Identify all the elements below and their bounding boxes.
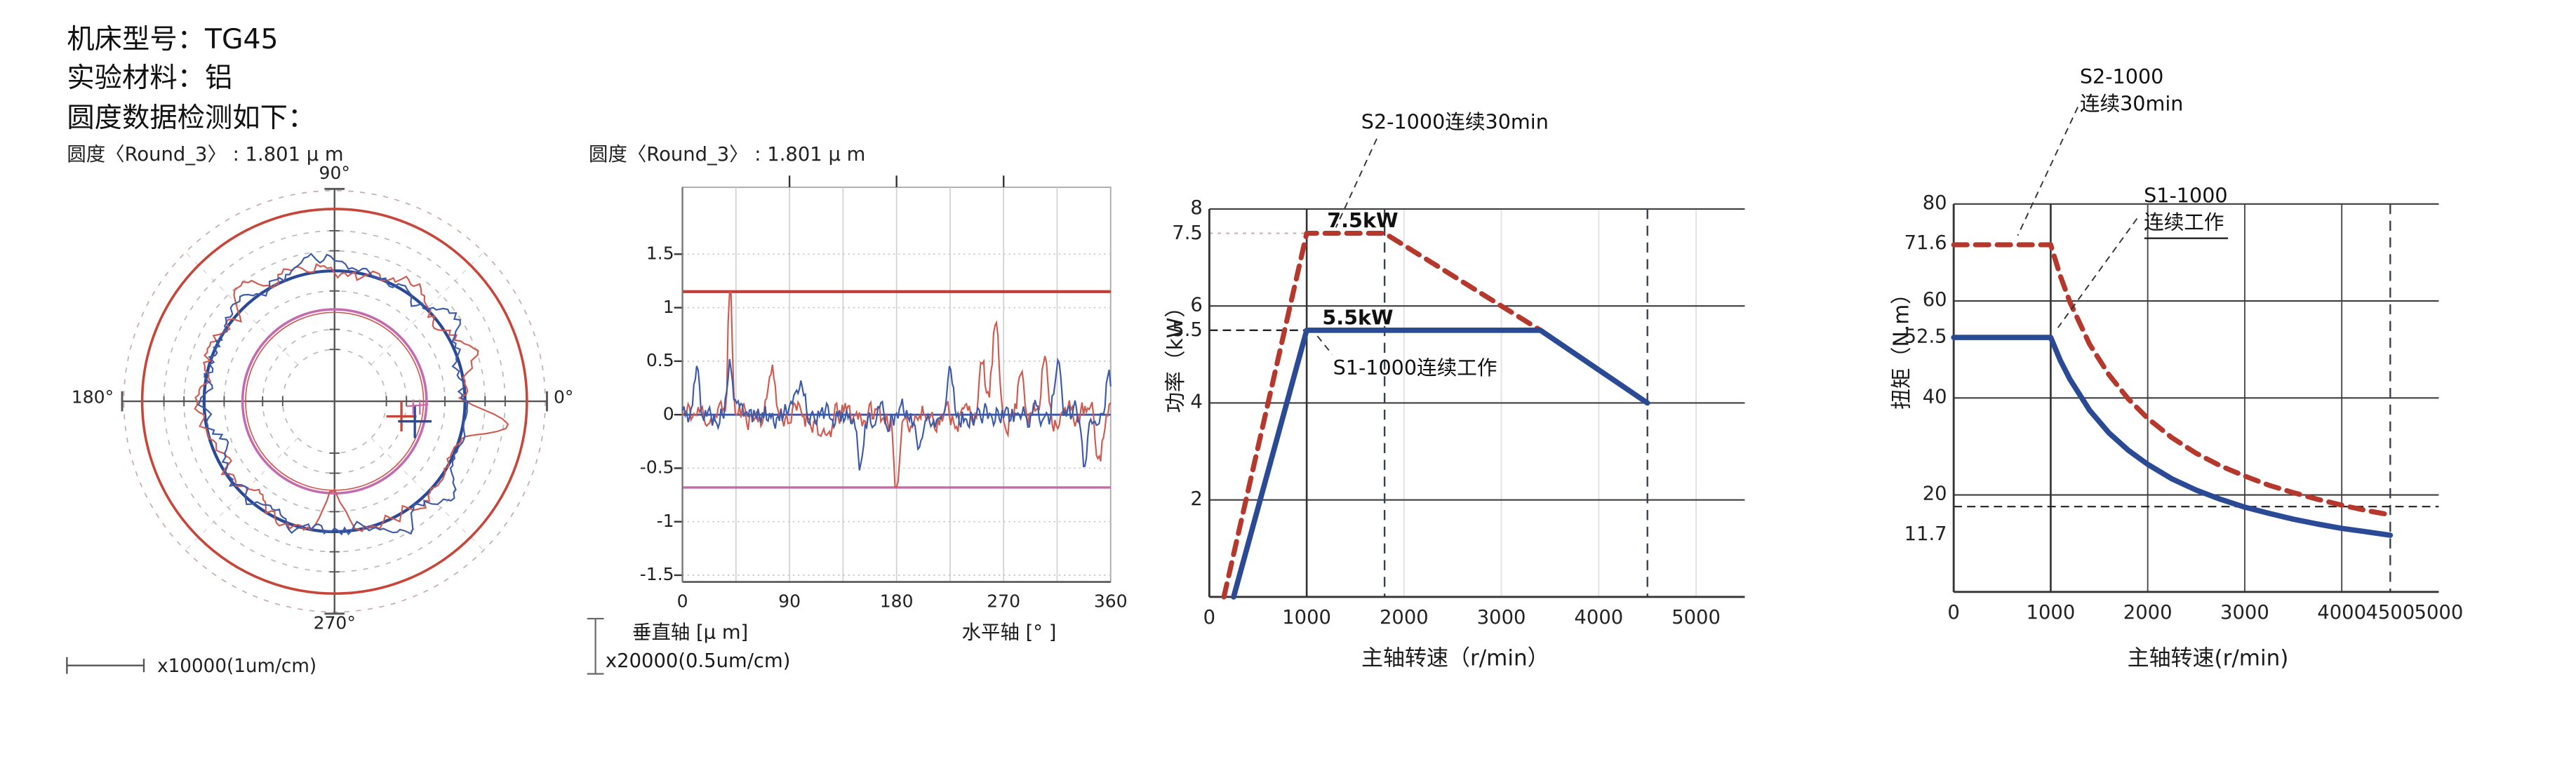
profile-ytick-label: -1	[656, 511, 674, 531]
power-speed-chart-xtick-label: 5000	[1671, 605, 1721, 629]
polar-angle-label-180: 180°	[71, 388, 114, 408]
polar-chart-title: 圆度〈Round_3〉 : 1.801 μ m	[67, 142, 344, 166]
material-line: 实验材料：铝	[67, 59, 315, 98]
power-speed-chart-ytick-label: 2	[1190, 486, 1203, 511]
torque-speed-chart-xtick-label: 2000	[2123, 600, 2173, 624]
torque-speed-chart-ytick-label: 20	[1922, 481, 1947, 505]
profile-red-trace	[194, 263, 509, 532]
polar-spoke	[371, 252, 484, 365]
profile-xtick-label: 90	[778, 591, 801, 612]
S2-1000-30min-curve	[1951, 242, 2393, 518]
torque-speed-chart-xtick-label: 0	[1947, 600, 1960, 624]
polar-spoke	[185, 437, 298, 551]
tolerance-outer-red	[140, 208, 528, 596]
torque-speed-chart-xtick-label: 4000	[2317, 600, 2367, 624]
profile-blue-trace	[197, 253, 469, 536]
power-speed-chart-xtick-label: 1000	[1282, 605, 1332, 629]
material-value: 铝	[205, 62, 233, 95]
annotation-leader	[2057, 217, 2138, 328]
power-speed-chart-ytick-label: 5.5	[1172, 316, 1203, 341]
power-x-axis-title: 主轴转速（r/min）	[1361, 647, 1549, 673]
profile-ytick-label: 0	[662, 403, 674, 424]
annotation-leader	[1316, 335, 1333, 355]
power-speed-chart-value-label: 7.5kW	[1327, 208, 1399, 232]
torque-speed-chart-ytick-label: 60	[1922, 287, 1947, 311]
power-speed-chart	[1208, 138, 1745, 600]
profile-y-axis-title: 垂直轴 [μ m]	[632, 620, 749, 644]
polar-roundness-chart	[66, 187, 548, 674]
S2-1000-30min-curve	[1221, 230, 1543, 600]
profile-xtick-label: 360	[1093, 591, 1128, 612]
polar-angle-label-270: 270°	[313, 613, 356, 634]
power-speed-chart-ytick-label: 6	[1190, 293, 1203, 316]
torque-speed-chart-ytick-label: 80	[1922, 190, 1947, 215]
power-speed-chart-annotation: S2-1000连续30min	[1361, 109, 1549, 133]
profile-blue-trace	[681, 357, 1112, 471]
profile-y-scale-label: x20000(0.5um/cm)	[605, 648, 791, 673]
torque-x-axis-title: 主轴转速(r/min)	[2127, 647, 2289, 673]
profile-chart-title: 圆度〈Round_3〉 : 1.801 μ m	[589, 142, 866, 166]
info-block: 机床型号：TG45 实验材料：铝 圆度数据检测如下：	[67, 20, 315, 137]
power-speed-chart-ytick-label: 7.5	[1172, 220, 1203, 243]
power-speed-chart-xtick-label: 2000	[1379, 605, 1429, 629]
machine-model-label: 机床型号：	[67, 23, 206, 55]
polar-angle-label-0: 0°	[554, 388, 574, 408]
power-y-axis-title: 功率（kW）	[1162, 296, 1187, 413]
power-speed-chart-ytick-label: 4	[1190, 389, 1203, 413]
profile-ytick-label: 0.5	[646, 350, 674, 370]
torque-speed-chart-annotation: S1-1000 连续工作	[2144, 184, 2228, 238]
polar-spoke	[371, 437, 484, 551]
roundness-profile-chart	[587, 175, 1112, 675]
S1-1000-continuous-curve	[1951, 335, 2394, 538]
power-speed-chart-xtick-label: 3000	[1476, 605, 1526, 629]
power-speed-chart-xtick-label: 4000	[1574, 605, 1624, 629]
torque-speed-chart-xtick-label: 1000	[2026, 600, 2076, 624]
power-speed-chart-annotation: S1-1000连续工作	[1333, 356, 1497, 381]
S1-1000-continuous-curve	[1231, 327, 1650, 600]
torque-speed-chart-ytick-label: 52.5	[1904, 323, 1947, 348]
profile-xtick-label: 0	[676, 591, 688, 612]
profile-xtick-label: 180	[879, 591, 914, 612]
tolerance-inner-magenta	[241, 308, 428, 495]
polar-angle-label-90: 90°	[319, 163, 350, 184]
torque-speed-chart-xtick-label: 3000	[2220, 600, 2269, 624]
annotation-leader	[2017, 107, 2078, 236]
machine-model-value: TG45	[205, 23, 279, 55]
torque-speed-chart-ytick-label: 11.7	[1904, 521, 1947, 546]
machine-model-line: 机床型号：TG45	[67, 20, 315, 60]
torque-speed-chart-ytick-label: 71.6	[1904, 231, 1947, 255]
profile-x-axis-title: 水平轴 [° ]	[961, 620, 1057, 644]
torque-speed-chart	[1951, 107, 2439, 593]
polar-scale-label: x10000(1um/cm)	[157, 655, 317, 678]
torque-speed-chart-xtick-label: 4500	[2365, 600, 2415, 624]
profile-red-trace	[682, 291, 1112, 488]
profile-xtick-label: 270	[987, 591, 1021, 612]
profile-ytick-label: 1.5	[646, 243, 674, 264]
profile-ytick-label: -0.5	[639, 457, 674, 478]
torque-speed-chart-ytick-label: 40	[1922, 384, 1947, 408]
profile-ytick-label: 1	[662, 297, 674, 317]
profile-ytick-label: -1.5	[639, 564, 674, 585]
power-speed-chart-xtick-label: 0	[1203, 605, 1216, 629]
material-label: 实验材料：	[67, 62, 206, 95]
torque-speed-chart-annotation: S2-1000 连续30min	[2079, 65, 2184, 116]
power-speed-chart-ytick-label: 8	[1190, 195, 1203, 220]
polar-spoke	[185, 252, 298, 365]
annotation-leader	[1335, 138, 1377, 228]
roundness-note-line: 圆度数据检测如下：	[67, 102, 316, 134]
torque-speed-chart-xtick-label: 5000	[2414, 600, 2464, 624]
power-speed-chart-value-label: 5.5kW	[1322, 305, 1394, 330]
